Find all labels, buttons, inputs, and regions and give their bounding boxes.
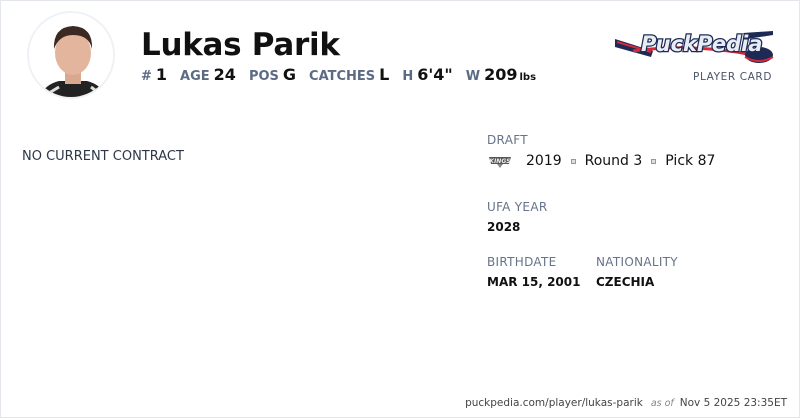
draft-info: KINGS 2019 Round 3 Pick 87 [487,153,715,169]
player-photo [29,13,113,97]
draft-label: DRAFT [487,133,528,147]
nationality-value: CZECHIA [596,275,655,289]
catches-label: CATCHES [309,69,376,84]
weight-label: W [465,69,481,84]
separator-icon [651,158,657,164]
birthdate-value: MAR 15, 2001 [487,275,581,289]
number-label: # [141,69,152,84]
draft-pick: Pick 87 [665,153,716,169]
height-value: 6'4" [417,65,453,84]
position-value: G [282,65,297,84]
avatar [27,11,115,99]
draft-year: 2019 [526,153,562,169]
kings-logo-icon: KINGS [489,157,511,168]
ufa-year-value: 2028 [487,220,521,234]
ufa-year-label: UFA YEAR [487,200,548,214]
birthdate-label: BIRTHDATE [487,255,557,269]
footer: puckpedia.com/player/lukas-parik as of Nov… [465,397,787,409]
svg-text:PuckPedia: PuckPedia [641,32,762,56]
nationality-label: NATIONALITY [596,255,678,269]
player-url-link[interactable]: puckpedia.com/player/lukas-parik [465,397,643,409]
draft-round: Round 3 [584,153,643,169]
position-label: POS [248,69,279,84]
svg-text:KINGS: KINGS [489,158,510,165]
number-value: 1 [155,65,168,84]
timestamp: Nov 5 2025 23:35ET [679,397,787,409]
catches-value: L [379,65,390,84]
weight-value: 209 [484,65,518,84]
player-name: Lukas Parik [141,27,340,63]
age-value: 24 [213,65,236,84]
as-of-label: as of [650,398,674,409]
puckpedia-logo: PuckPedia [613,21,775,73]
player-card-label: PLAYER CARD [693,71,772,83]
player-stats: #1 AGE 24 POS G CATCHES L H 6'4" W 209 lbs [141,65,536,84]
separator-icon [570,158,576,164]
height-label: H [402,69,414,84]
weight-unit: lbs [519,72,537,83]
age-label: AGE [180,69,210,84]
contract-status: NO CURRENT CONTRACT [22,149,184,164]
